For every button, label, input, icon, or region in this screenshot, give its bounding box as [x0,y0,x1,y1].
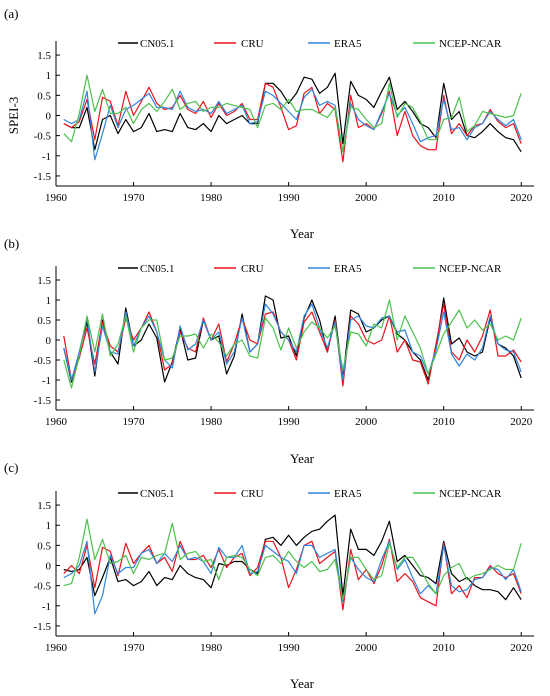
legend: CN05.1 CRU ERA5 NCEP-NCAR [118,488,502,500]
x-tick-label: 1980 [200,642,223,654]
y-tick-label: 1.5 [37,500,51,512]
x-tick-label: 1990 [278,416,301,428]
series-line-ncep-ncar [63,74,522,153]
legend-label: NCEP-NCAR [439,263,502,275]
y-tick-label: -1 [42,375,51,387]
legend-label: CRU [241,488,264,500]
x-tick-label: 2010 [433,642,456,654]
series-line-era5 [63,303,522,381]
y-tick-label: -1 [42,151,51,163]
legend-label: NCEP-NCAR [439,488,502,500]
legend-label: CN05.1 [140,263,175,275]
y-tick-label: 0.5 [37,90,51,102]
x-tick-label: 1980 [200,192,223,204]
series-line-era5 [63,88,522,161]
panel-label: (b) [4,236,19,251]
series-line-ncep-ncar [63,299,522,389]
x-axis-title: Year [290,676,315,691]
x-tick-label: 1960 [45,416,68,428]
legend-label: ERA5 [334,263,362,275]
x-tick-label: 1970 [123,192,146,204]
x-tick-label: 2000 [355,642,378,654]
series-line-era5 [63,540,522,615]
x-tick-label: 1960 [45,192,68,204]
legend: CN05.1 CRU ERA5 NCEP-NCAR [118,38,502,50]
series-line-cn05-1 [63,72,522,153]
x-tick-label: 2010 [433,192,456,204]
series-line-cru [63,82,522,163]
x-tick-label: 1970 [123,642,146,654]
x-tick-label: 2000 [355,192,378,204]
y-tick-label: -0.5 [34,355,52,367]
legend-label: CN05.1 [140,38,175,50]
legend-label: CN05.1 [140,488,175,500]
y-tick-label: 0 [46,111,52,123]
x-axis-title: Year [290,226,315,241]
legend-label: ERA5 [334,38,362,50]
chart-panel-3: (c) -1.5 -1 -0.5 0 0.5 1 1.5 1960 1970 1980 1990 200… [4,460,534,691]
y-axis-title: SPEI-3 [6,97,21,135]
y-tick-label: 1.5 [37,50,51,62]
panel-label: (a) [4,6,18,21]
x-tick-label: 1970 [123,416,146,428]
chart-panel-2: (b) -1.5 -1 -0.5 0 0.5 1 1.5 1960 1970 1980 1990 200… [4,236,534,466]
legend-label: CRU [241,263,264,275]
y-tick-label: -1 [42,601,51,613]
y-tick-label: -0.5 [34,581,52,593]
x-tick-label: 1990 [278,642,301,654]
legend-label: NCEP-NCAR [439,38,502,50]
y-tick-label: -1.5 [34,621,52,633]
x-tick-label: 1990 [278,192,301,204]
chart-panel-1: (a) -1.5 -1 -0.5 0 0.5 1 1.5 1960 1970 1980 1990 200… [4,6,534,241]
x-tick-label: 2000 [355,416,378,428]
series-line-ncep-ncar [63,518,522,601]
x-tick-label: 2020 [510,642,533,654]
y-tick-label: -0.5 [34,131,52,143]
y-tick-label: 1 [46,520,52,532]
y-tick-label: 0.5 [37,315,51,327]
legend-label: CRU [241,38,264,50]
x-axis-title: Year [290,451,315,466]
legend: CN05.1 CRU ERA5 NCEP-NCAR [118,263,502,275]
x-tick-label: 1980 [200,416,223,428]
x-tick-label: 2020 [510,192,533,204]
y-tick-label: -1.5 [34,171,52,183]
legend-label: ERA5 [334,488,362,500]
y-tick-label: 0.5 [37,540,51,552]
panel-label: (c) [4,460,18,475]
y-tick-label: -1.5 [34,395,52,407]
series-line-cn05-1 [63,514,522,601]
y-tick-label: 0 [46,561,52,573]
y-tick-label: 1 [46,70,52,82]
y-tick-label: 0 [46,335,52,347]
x-tick-label: 1960 [45,642,68,654]
x-tick-label: 2020 [510,416,533,428]
y-tick-label: 1.5 [37,275,51,287]
y-tick-label: 1 [46,295,52,307]
x-tick-label: 2010 [433,416,456,428]
